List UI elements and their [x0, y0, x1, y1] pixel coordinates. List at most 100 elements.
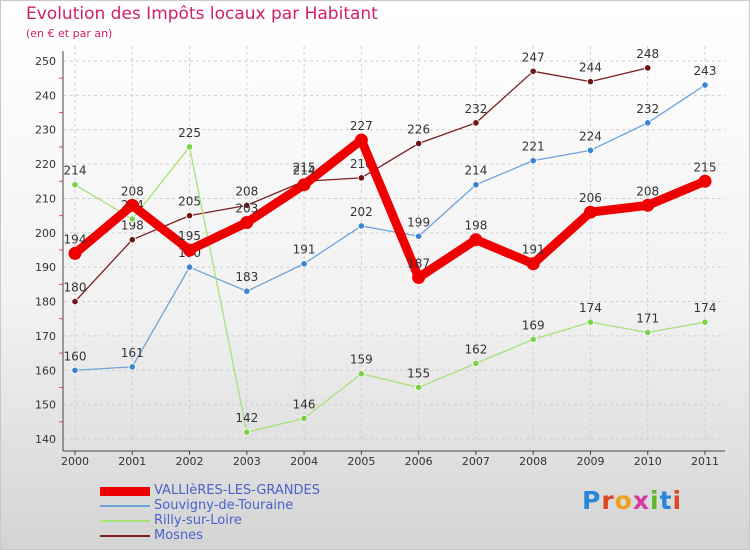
logo-letter: i [672, 486, 683, 515]
y-tick-label: 190 [35, 261, 56, 274]
data-point [586, 78, 595, 86]
y-tick-label: 240 [35, 89, 56, 102]
data-point [185, 212, 194, 220]
data-point [243, 201, 251, 209]
data-point [185, 263, 194, 271]
data-point [183, 243, 197, 257]
data-point [128, 236, 136, 244]
logo-letter: r [601, 486, 615, 515]
data-point [71, 366, 79, 374]
legend-label: VALLIèRES-LES-GRANDES [154, 483, 321, 498]
x-tick-label: 2006 [405, 455, 433, 468]
data-label: 169 [522, 318, 545, 332]
data-label: 225 [178, 126, 201, 140]
legend-label: Rilly-sur-Loire [154, 513, 242, 528]
data-point [701, 81, 709, 89]
data-label: 208 [636, 184, 659, 198]
data-point [529, 157, 537, 165]
logo-letter: o [614, 486, 633, 515]
data-point [412, 270, 426, 284]
x-tick-label: 2005 [347, 455, 375, 468]
x-tick-label: 2007 [462, 455, 490, 468]
x-tick-label: 2011 [691, 455, 719, 468]
y-tick-label: 160 [35, 364, 56, 377]
data-point [243, 287, 251, 295]
data-label: 160 [64, 349, 87, 363]
y-tick-label: 250 [35, 55, 56, 68]
data-label: 198 [121, 219, 144, 233]
data-point [586, 318, 595, 326]
legend-item: Souvigny-de-Touraine [100, 498, 360, 514]
data-point [128, 215, 136, 223]
data-label: 232 [464, 102, 487, 116]
data-label: 232 [636, 102, 659, 116]
data-label: 195 [178, 229, 201, 243]
data-point [71, 297, 79, 306]
data-label: 206 [579, 191, 602, 205]
legend-item: Rilly-sur-Loire [100, 513, 360, 529]
data-label: 187 [407, 256, 430, 270]
legend-item: VALLIèRES-LES-GRANDES [100, 483, 360, 499]
x-tick-label: 2009 [576, 455, 604, 468]
data-label: 203 [235, 202, 258, 216]
data-label: 244 [579, 61, 602, 75]
x-tick-label: 2001 [118, 455, 146, 468]
data-point [698, 174, 712, 188]
series-souvigny-de-touraine: 160161190183191202199214221224232243 [64, 64, 717, 374]
series-line [74, 146, 706, 433]
legend-label: Mosnes [154, 528, 203, 543]
data-label: 208 [235, 184, 258, 198]
x-tick-label: 2010 [634, 455, 662, 468]
y-tick-label: 230 [35, 124, 56, 137]
chart-subtitle: (en € et par an) [26, 27, 113, 40]
data-point [128, 363, 136, 371]
y-tick-label: 170 [35, 330, 56, 343]
legend-label: Souvigny-de-Touraine [154, 498, 294, 513]
legend-swatch [100, 486, 150, 496]
legend-item: Mosnes [100, 528, 360, 544]
data-label: 247 [522, 50, 545, 64]
data-point [71, 181, 79, 189]
data-point [185, 143, 194, 151]
data-label: 198 [464, 219, 487, 233]
data-label: 162 [464, 342, 487, 356]
x-tick-label: 2004 [290, 455, 318, 468]
data-point [297, 178, 311, 192]
data-label: 214 [293, 164, 316, 178]
data-point [644, 64, 652, 72]
data-point [354, 133, 368, 147]
data-point [644, 119, 652, 127]
y-tick-label: 150 [35, 399, 56, 412]
data-label: 224 [579, 129, 602, 143]
data-label: 214 [64, 164, 87, 178]
legend: VALLIèRES-LES-GRANDES Souvigny-de-Tourain… [100, 483, 360, 544]
data-label: 214 [464, 164, 487, 178]
x-tick-label: 2000 [61, 455, 89, 468]
data-label: 194 [64, 232, 87, 246]
proxiti-logo: Proxiti [582, 486, 682, 515]
data-label: 243 [694, 64, 717, 78]
data-label: 142 [235, 411, 258, 425]
data-point [472, 181, 480, 189]
data-label: 215 [293, 160, 316, 174]
data-point [243, 428, 251, 436]
x-tick-label: 2008 [519, 455, 547, 468]
data-label: 155 [407, 366, 430, 380]
data-label: 174 [694, 301, 717, 315]
data-point [415, 139, 423, 148]
data-point [472, 119, 480, 127]
data-point [415, 383, 423, 392]
data-label: 146 [293, 397, 316, 411]
legend-swatch [100, 505, 150, 507]
data-label: 221 [522, 140, 545, 154]
data-label: 202 [350, 205, 373, 219]
data-point [300, 414, 308, 422]
data-point [415, 232, 423, 240]
data-point [472, 359, 480, 367]
data-label: 191 [522, 243, 545, 257]
data-label: 174 [579, 301, 602, 315]
y-tick-label: 220 [35, 158, 56, 171]
